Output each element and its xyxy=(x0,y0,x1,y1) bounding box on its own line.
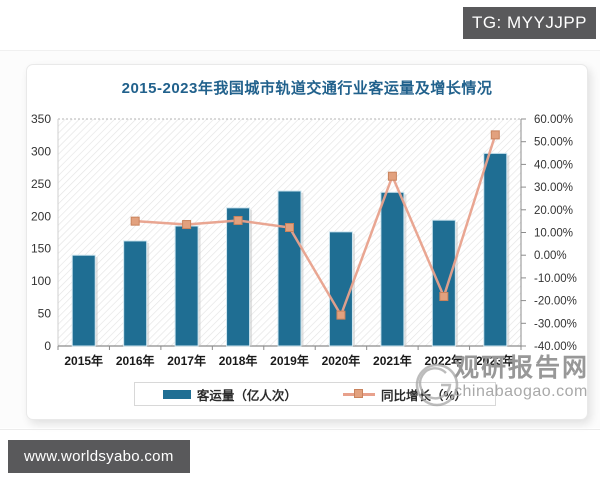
right-axis-tick-label: 60.00% xyxy=(534,114,573,126)
growth-marker xyxy=(233,215,243,225)
right-axis-tick-label: -10.00% xyxy=(534,273,577,285)
right-axis-tick-label: 30.00% xyxy=(534,182,573,194)
x-axis-label: 2017年 xyxy=(167,353,206,368)
bar-2017年 xyxy=(174,225,199,347)
legend-item-yoy-growth: 同比增长（%） xyxy=(342,385,468,404)
left-axis-tick-label: 100 xyxy=(31,274,51,288)
x-axis-label: 2021年 xyxy=(373,353,412,368)
footer-url-text: www.worldsyabo.com xyxy=(24,448,174,465)
growth-marker xyxy=(490,130,500,140)
x-axis-label: 2020年 xyxy=(322,353,361,368)
bar-series-swatch xyxy=(162,389,191,399)
legend-item-passenger-volume: 客运量（亿人次） xyxy=(162,385,297,404)
tg-contact-badge: TG: MYYJJPP xyxy=(463,7,596,39)
left-axis-tick-label: 300 xyxy=(31,144,51,158)
right-axis-tick-label: 20.00% xyxy=(534,205,573,217)
left-axis-tick-label: 150 xyxy=(31,242,51,256)
legend-label-yoy-growth: 同比增长（%） xyxy=(380,388,468,403)
bottom-divider xyxy=(0,429,600,430)
right-axis-tick-label: -20.00% xyxy=(534,296,577,308)
right-axis-tick-label: -40.00% xyxy=(534,341,577,353)
growth-marker xyxy=(182,220,192,230)
right-axis-tick-label: -30.00% xyxy=(534,318,577,330)
left-axis-tick-label: 0 xyxy=(44,339,51,353)
chart-card: 350 300 250 200 150 100 50 0 60.00% 50.00% 40.00% 3… xyxy=(26,64,588,420)
chart-title: 2015-2023年我国城市轨道交通行业客运量及增长情况 xyxy=(121,80,493,97)
left-axis-tick-label: 50 xyxy=(38,307,52,321)
footer-url-badge: www.worldsyabo.com xyxy=(8,440,190,473)
bar-2018年 xyxy=(226,207,251,347)
x-axis-label: 2019年 xyxy=(270,353,309,368)
growth-line xyxy=(135,134,497,319)
x-axis-label: 2016年 xyxy=(116,353,155,368)
left-axis-tick-label: 200 xyxy=(31,209,51,223)
combo-chart: 350 300 250 200 150 100 50 0 60.00% 50.00% 40.00% 3… xyxy=(31,112,577,368)
right-axis-tick-label: 10.00% xyxy=(534,228,573,240)
x-axis-label: 2022年 xyxy=(424,353,463,368)
legend-label-passenger-volume: 客运量（亿人次） xyxy=(196,388,297,403)
bar-2021年 xyxy=(380,191,405,347)
x-axis-label: 2015年 xyxy=(64,353,103,368)
bar-2022年 xyxy=(431,219,456,347)
bar-2015年 xyxy=(71,254,96,347)
right-axis-tick-label: 0.00% xyxy=(534,250,567,262)
growth-marker xyxy=(130,216,140,226)
bar-2023年 xyxy=(483,152,508,347)
left-axis-tick-label: 250 xyxy=(31,177,51,191)
growth-marker xyxy=(285,223,294,233)
growth-marker xyxy=(336,310,346,320)
tg-contact-text: TG: MYYJJPP xyxy=(471,13,588,32)
bar-2020年 xyxy=(328,231,353,347)
right-axis-tick-label: 50.00% xyxy=(534,137,573,149)
bar-2016年 xyxy=(123,240,148,347)
growth-marker xyxy=(387,171,397,181)
x-axis-label: 2023年 xyxy=(476,353,515,368)
chart-legend: 客运量（亿人次） 同比增长（%） xyxy=(134,382,496,406)
bar-2019年 xyxy=(277,190,302,347)
line-series-swatch xyxy=(342,388,375,398)
growth-marker xyxy=(439,292,449,302)
right-axis-tick-label: 40.00% xyxy=(534,159,573,171)
x-axis-label: 2018年 xyxy=(219,353,258,368)
left-axis-tick-label: 350 xyxy=(31,112,51,126)
